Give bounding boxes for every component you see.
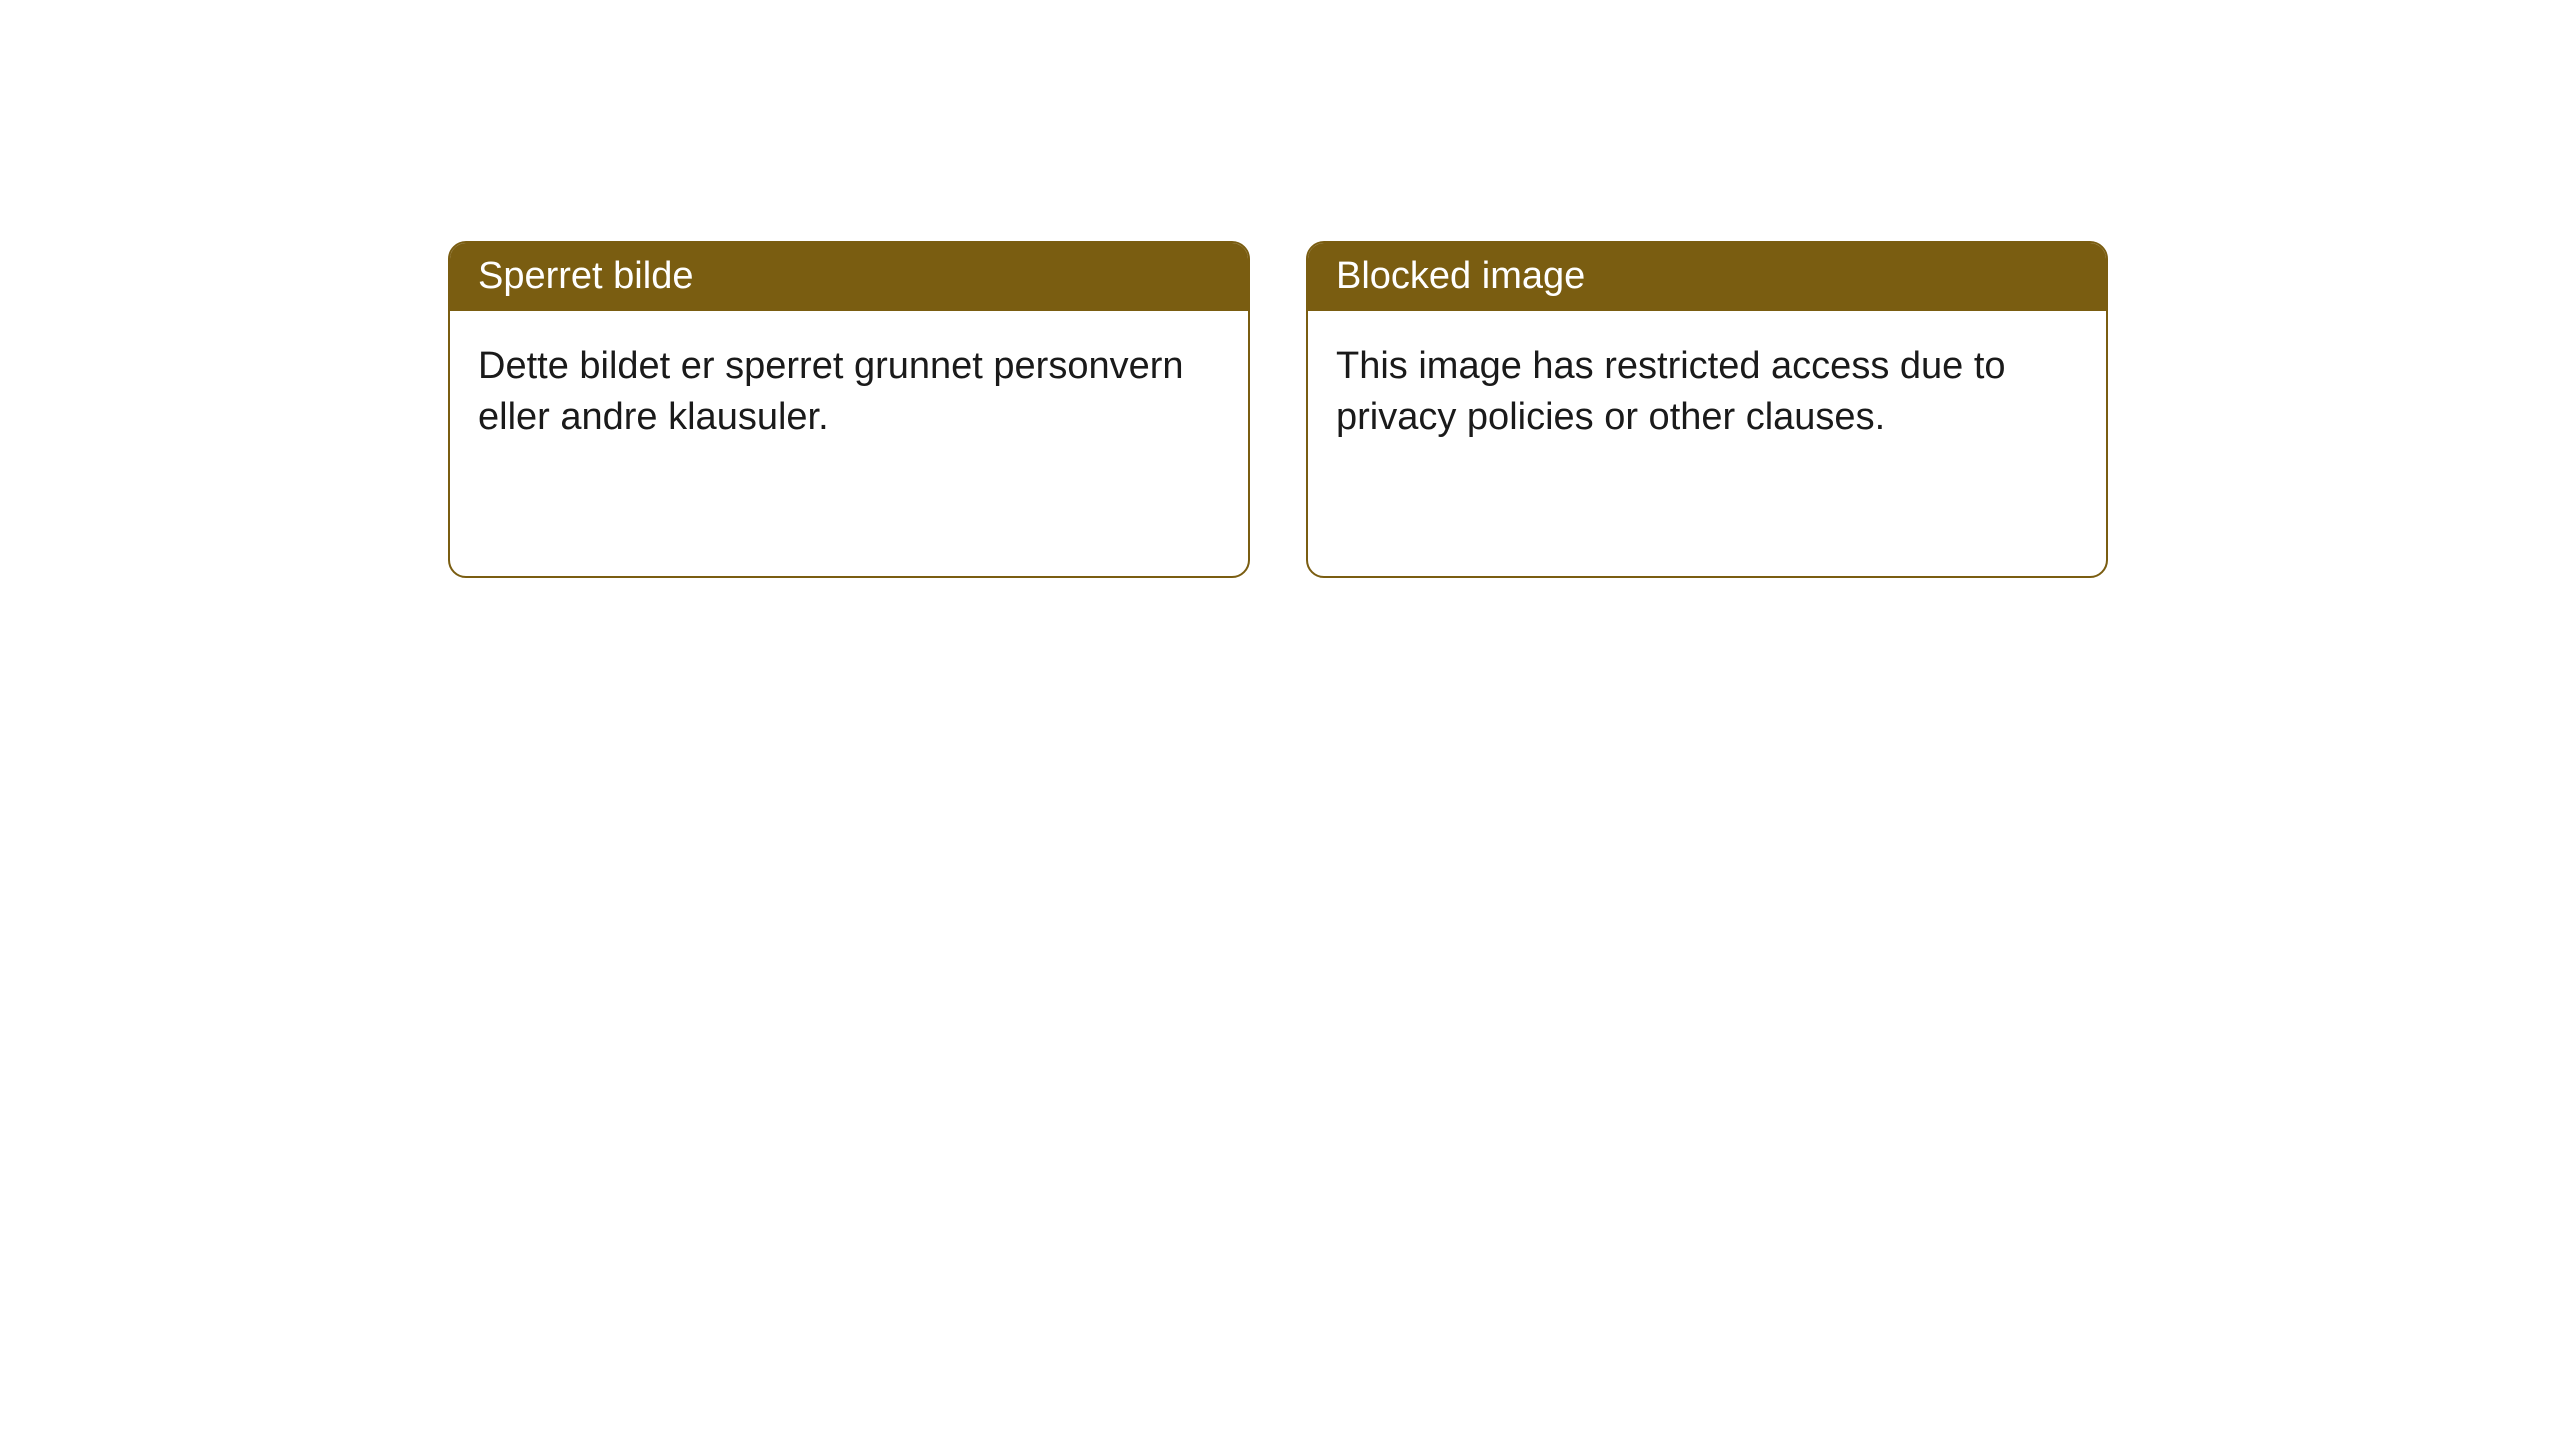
- card-header-english: Blocked image: [1308, 243, 2106, 311]
- notice-cards-container: Sperret bilde Dette bildet er sperret gr…: [448, 241, 2108, 578]
- card-body-norwegian: Dette bildet er sperret grunnet personve…: [450, 311, 1248, 474]
- card-body-english: This image has restricted access due to …: [1308, 311, 2106, 474]
- notice-card-norwegian: Sperret bilde Dette bildet er sperret gr…: [448, 241, 1250, 578]
- notice-card-english: Blocked image This image has restricted …: [1306, 241, 2108, 578]
- card-header-norwegian: Sperret bilde: [450, 243, 1248, 311]
